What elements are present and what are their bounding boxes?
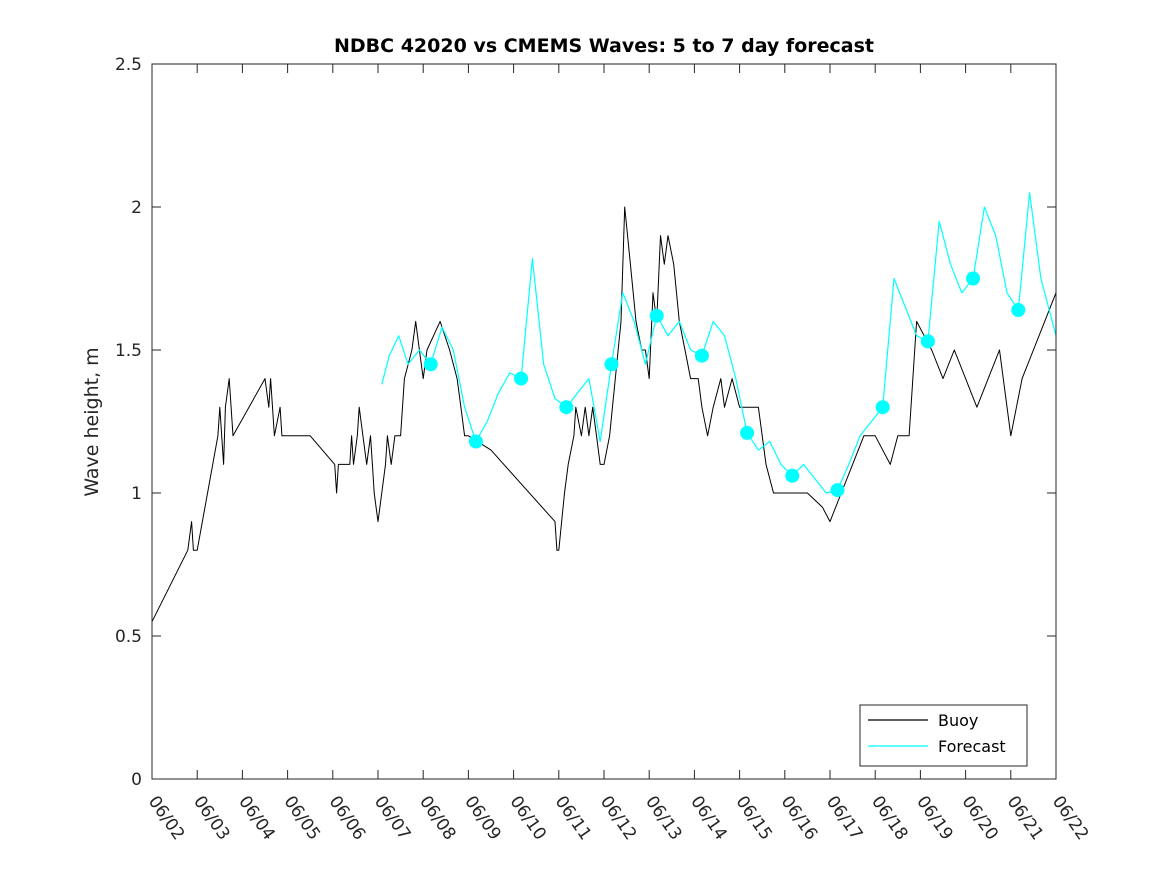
markers-layer [423, 271, 1026, 498]
legend-label-buoy: Buoy [938, 711, 978, 730]
forecast-start-marker [740, 425, 755, 440]
series-layer [151, 192, 1057, 622]
y-tick-label: 2 [131, 198, 142, 218]
legend-box [859, 704, 1028, 767]
y-tick-label: 2.5 [115, 55, 142, 75]
series-line-buoy [151, 206, 1057, 622]
forecast-start-marker [875, 400, 890, 415]
forecast-start-marker [423, 357, 438, 372]
forecast-start-marker [559, 400, 574, 415]
forecast-start-marker [604, 357, 619, 372]
y-tick-label: 1.5 [115, 341, 142, 361]
forecast-start-marker [920, 334, 935, 349]
forecast-start-marker [694, 348, 709, 363]
forecast-start-marker [785, 468, 800, 483]
forecast-start-marker [830, 483, 845, 498]
y-axis-label: Wave height, m [81, 347, 103, 496]
forecast-start-marker [966, 271, 981, 286]
y-tick-label: 0 [131, 770, 142, 790]
y-tick-label: 1 [131, 484, 142, 504]
forecast-start-marker [514, 371, 529, 386]
forecast-start-marker [649, 308, 664, 323]
legend: Buoy Forecast [859, 704, 1028, 767]
y-tick-label: 0.5 [115, 627, 142, 647]
forecast-start-marker [1011, 303, 1026, 317]
legend-label-forecast: Forecast [938, 737, 1006, 756]
series-line-forecast [381, 192, 1057, 494]
forecast-start-marker [468, 434, 483, 449]
chart-title: NDBC 42020 vs CMEMS Waves: 5 to 7 day fo… [334, 35, 874, 57]
